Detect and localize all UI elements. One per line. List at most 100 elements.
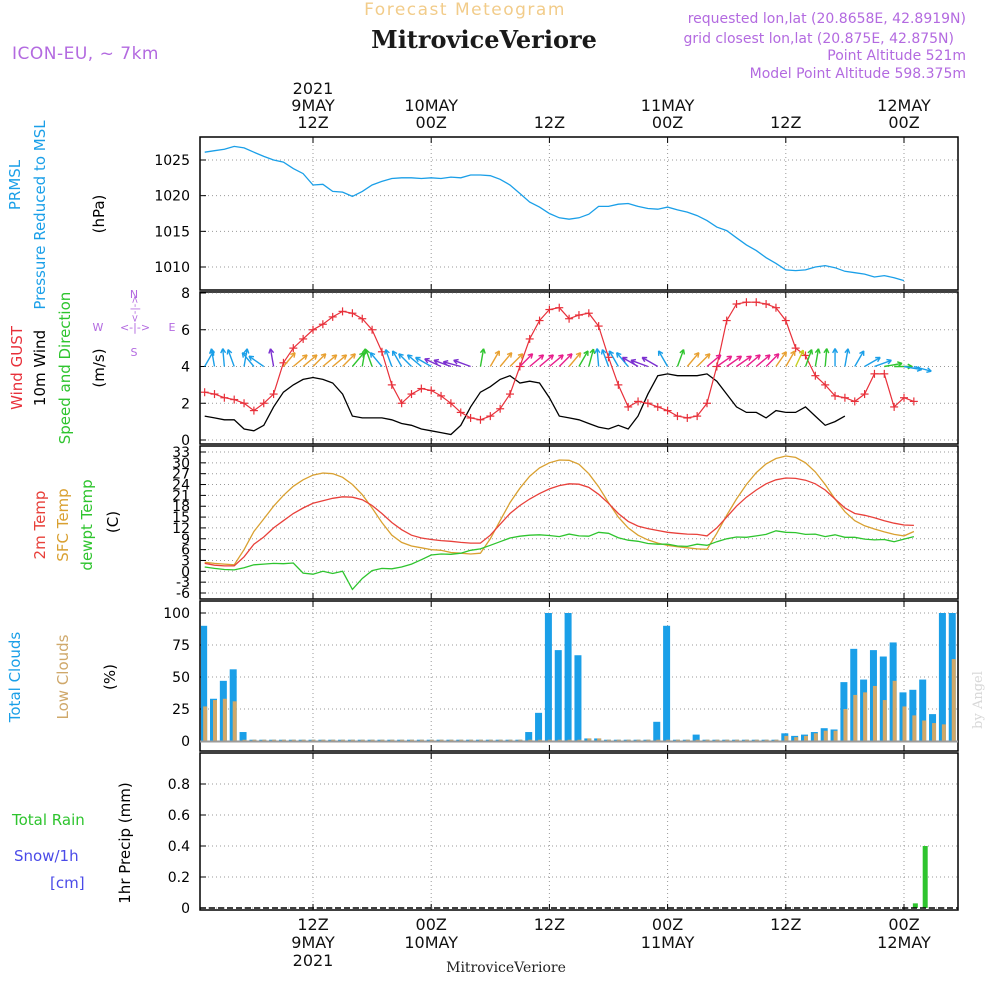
low-cloud-bar	[262, 739, 267, 741]
low-cloud-bar	[498, 739, 503, 741]
wind-arrow-head	[241, 352, 245, 358]
wind-arrow	[608, 350, 619, 367]
wind-arrow-head	[398, 353, 404, 356]
wind-arrow-head	[370, 352, 376, 356]
total-cloud-bar	[879, 656, 887, 741]
low-cloud-bar	[951, 659, 956, 741]
compass-arrow: <-|->	[120, 321, 150, 334]
wind-arrow	[499, 352, 513, 367]
wind-arrow-head	[697, 352, 700, 358]
wind-arrow-head	[773, 353, 780, 356]
low-cloud-bar	[863, 692, 868, 741]
dewpt-temp-label: dewpt Temp	[78, 479, 96, 570]
wind-arrow-head	[453, 358, 459, 362]
total-cloud-bar	[525, 732, 533, 741]
wind-arrow-head	[834, 348, 839, 354]
wind-arrow-head	[738, 355, 743, 361]
low-cloud-bar	[232, 701, 237, 741]
low-cloud-bar	[774, 739, 779, 741]
low-cloud-bar	[626, 739, 631, 741]
total-cloud-bar	[692, 734, 700, 741]
total-cloud-bar	[544, 613, 552, 741]
wind-arrow-head	[268, 348, 272, 354]
y-tick-label: 24	[172, 478, 190, 494]
wind-arrow-head	[583, 350, 589, 355]
wind-label: 10m Wind	[31, 330, 49, 406]
wind-arrow-head	[916, 368, 922, 372]
wind-arrow-head	[520, 353, 524, 359]
precip-axis-label: 1hr Precip (mm)	[116, 782, 134, 903]
wind-arrow-head	[718, 354, 722, 360]
low-cloud-bar	[941, 724, 946, 741]
top-time-label: 00Z	[652, 113, 683, 132]
bottom-time-label: 12Z	[534, 915, 565, 934]
wind-arrow-head	[248, 355, 252, 361]
panel-frame	[199, 752, 959, 911]
panel-1: 0 2 4 6 8	[181, 286, 959, 449]
cloud-bars	[201, 613, 956, 741]
wind-arrow-head	[482, 348, 486, 354]
wind-arrow-head	[517, 353, 523, 356]
low-cloud-bar	[350, 739, 355, 741]
wind-arrow-head	[334, 354, 338, 360]
wind-arrow-head	[859, 350, 865, 355]
wind-arrow	[884, 362, 903, 368]
wind-arrow-head	[814, 348, 820, 354]
y-tick-label: 0.2	[168, 870, 190, 886]
wind-unit: (m/s)	[90, 348, 108, 387]
y-tick-label: 100	[163, 606, 190, 622]
wind-arrow-head	[353, 353, 356, 359]
wind-arrow-head	[222, 348, 227, 354]
wind-arrow-head	[823, 348, 828, 354]
low-cloud-bar	[390, 739, 395, 741]
low-cloud-bar	[902, 706, 907, 741]
y-tick-label: 6	[181, 323, 190, 339]
wind-arrow-head	[748, 355, 752, 361]
wind-arrow	[874, 359, 892, 368]
wind-arrow	[282, 352, 296, 367]
wind-arrow	[407, 354, 422, 368]
wind-arrow-head	[594, 348, 598, 354]
wind-arrow	[369, 352, 383, 367]
rain-bar	[912, 903, 918, 908]
y-tick-label: -3	[176, 575, 190, 591]
low-cloud-bar	[882, 700, 887, 741]
low-cloud-bar	[695, 739, 700, 741]
y-tick-label: 0	[181, 433, 190, 449]
y-tick-label: 1015	[154, 224, 190, 240]
y-tick-label: 27	[172, 467, 190, 483]
wind-arrow	[384, 349, 393, 367]
wind-arrow-head	[541, 354, 545, 360]
low-cloud-bar	[705, 739, 710, 741]
wind-arrow-head	[608, 350, 614, 355]
low-cloud-bar	[715, 739, 720, 741]
low-cloud-bar	[410, 739, 414, 741]
low-cloud-bar	[508, 739, 513, 741]
wind-arrow-head	[220, 348, 224, 354]
pressure-line	[204, 145, 905, 282]
wind-arrow-head	[907, 363, 913, 368]
wind-arrow-head	[630, 359, 635, 365]
wind-arrow-head	[227, 349, 233, 354]
low-cloud-bar	[242, 739, 247, 741]
wind-arrow-head	[707, 353, 711, 359]
wind-arrow-head	[621, 357, 626, 363]
wind-arrow	[351, 352, 365, 367]
wind-arrow	[227, 349, 235, 367]
point-altitude: Point Altitude 521m	[827, 48, 966, 64]
wind-arrow-head	[847, 348, 851, 354]
wind-arrow-head	[550, 354, 554, 360]
panel-frame	[199, 291, 959, 445]
y-tick-label: -6	[176, 586, 190, 602]
wind-arrow-head	[826, 348, 830, 354]
low-cloud-bar	[666, 739, 671, 741]
total-cloud-bar	[919, 679, 927, 741]
low-cloud-bar	[922, 720, 927, 741]
snow-unit: [cm]	[50, 874, 85, 892]
low-cloud-bar	[784, 735, 789, 741]
y-tick-label: 2	[181, 396, 190, 412]
wind-arrow	[479, 348, 485, 367]
wind-arrow	[248, 355, 265, 368]
wind-arrow-head	[248, 355, 255, 358]
wind-arrow-head	[424, 358, 429, 364]
